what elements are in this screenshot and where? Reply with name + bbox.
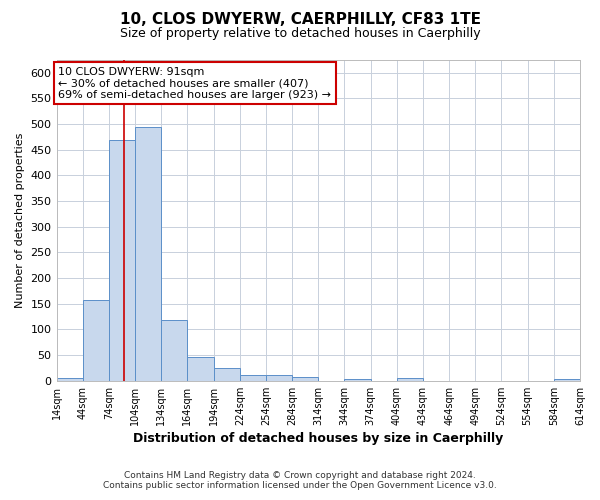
Bar [214, 368, 240, 381]
Bar [240, 374, 266, 381]
Bar [83, 300, 109, 381]
Bar [266, 374, 292, 381]
X-axis label: Distribution of detached houses by size in Caerphilly: Distribution of detached houses by size … [133, 432, 503, 445]
Text: Size of property relative to detached houses in Caerphilly: Size of property relative to detached ho… [119, 28, 481, 40]
Bar [135, 126, 161, 381]
Bar [292, 377, 318, 381]
Text: 10 CLOS DWYERW: 91sqm
← 30% of detached houses are smaller (407)
69% of semi-det: 10 CLOS DWYERW: 91sqm ← 30% of detached … [58, 66, 331, 100]
Y-axis label: Number of detached properties: Number of detached properties [15, 132, 25, 308]
Bar [56, 378, 83, 381]
Text: 10, CLOS DWYERW, CAERPHILLY, CF83 1TE: 10, CLOS DWYERW, CAERPHILLY, CF83 1TE [119, 12, 481, 28]
Bar [187, 356, 214, 381]
Bar [109, 140, 135, 381]
Bar [161, 320, 187, 381]
Bar [344, 380, 371, 381]
Bar [397, 378, 423, 381]
Bar [554, 380, 580, 381]
Text: Contains HM Land Registry data © Crown copyright and database right 2024.
Contai: Contains HM Land Registry data © Crown c… [103, 470, 497, 490]
